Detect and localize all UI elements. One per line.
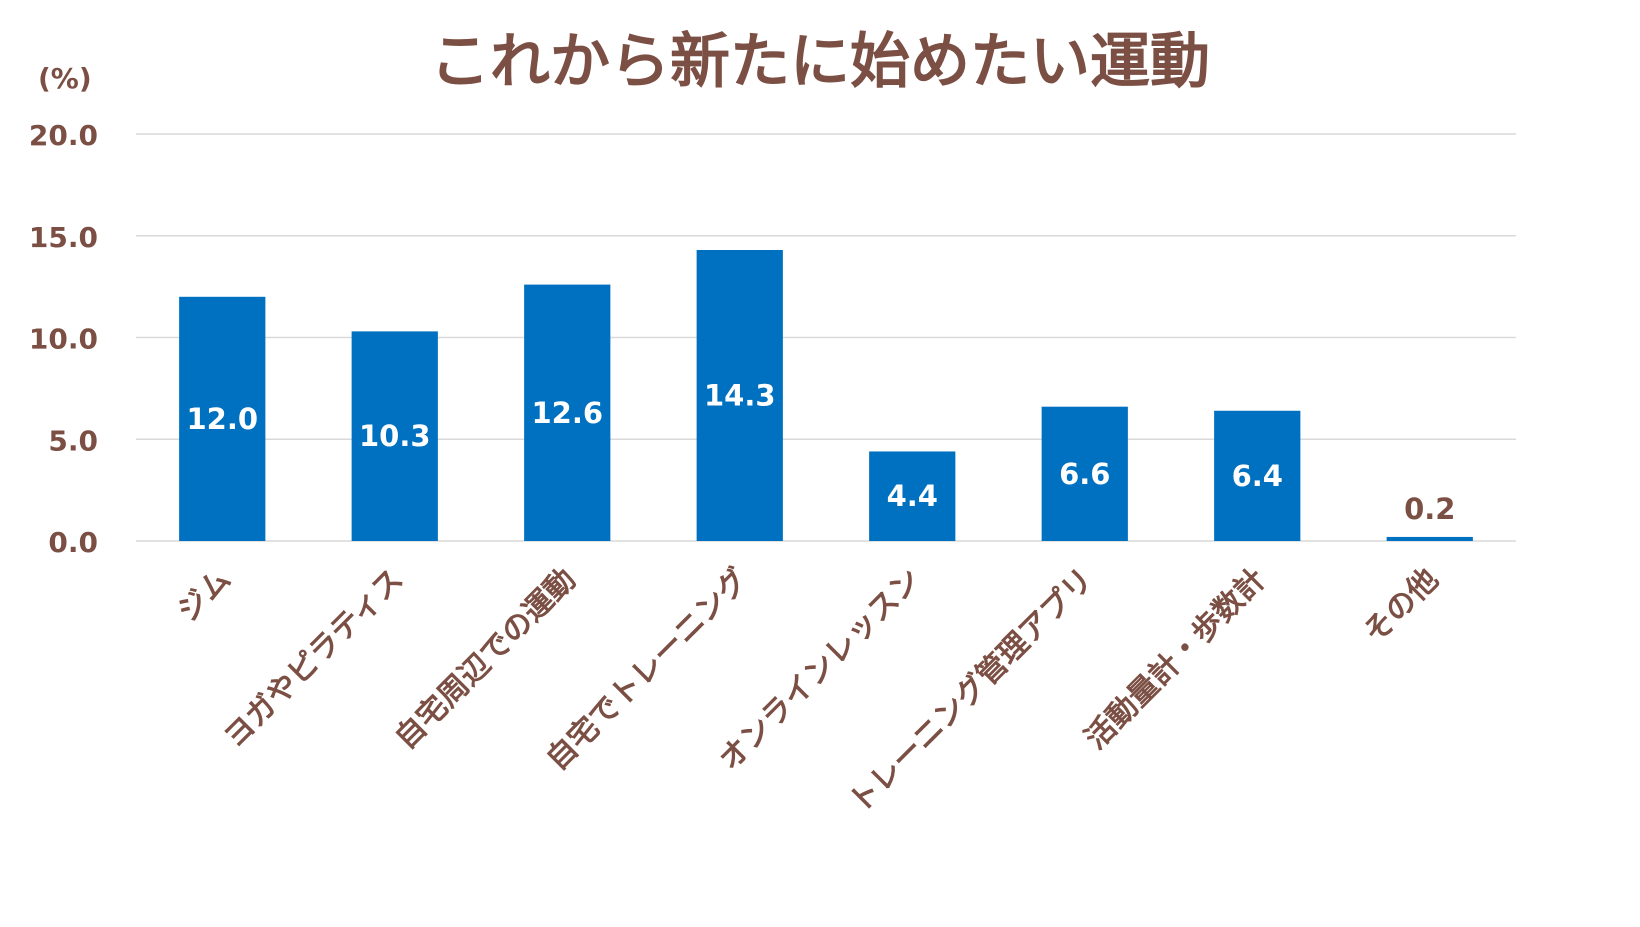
bar-value-label: 12.0 xyxy=(186,402,258,436)
bar-value-label: 6.6 xyxy=(1059,457,1110,491)
bar-value-label: 14.3 xyxy=(704,378,776,412)
y-tick-label: 15.0 xyxy=(29,221,98,254)
category-label: ジム xyxy=(171,562,238,629)
bar-value-label: 0.2 xyxy=(1404,492,1455,526)
chart-title: これから新たに始めたい運動 xyxy=(430,27,1210,97)
bar-value-label: 10.3 xyxy=(359,419,431,453)
y-tick-label: 10.0 xyxy=(29,323,98,356)
bar xyxy=(1041,406,1128,541)
bar-value-label: 4.4 xyxy=(887,479,938,513)
y-axis-unit-label: (%) xyxy=(38,62,92,95)
bar xyxy=(696,249,783,541)
category-labels: ジムヨガやピラティス自宅周辺での運動自宅でトレーニングオンラインレッスントレーニ… xyxy=(171,562,1446,820)
bar xyxy=(179,296,266,541)
bar xyxy=(1214,410,1301,541)
bar xyxy=(869,451,956,541)
bars xyxy=(179,249,1473,541)
category-label: 活動量計・歩数計 xyxy=(1078,562,1272,756)
y-tick-label: 20.0 xyxy=(29,119,98,152)
y-tick-label: 0.0 xyxy=(48,526,98,559)
y-axis-ticks: 0.0 5.0 10.0 15.0 20.0 xyxy=(29,119,98,559)
category-label: その他 xyxy=(1357,562,1445,650)
bar-value-label: 6.4 xyxy=(1232,459,1283,493)
value-labels: 12.0 10.3 12.6 14.3 4.4 6.6 6.4 0.2 xyxy=(186,378,1455,525)
category-label: 自宅周辺での運動 xyxy=(388,562,582,756)
y-tick-label: 5.0 xyxy=(48,424,98,457)
bar-value-label: 12.6 xyxy=(531,396,603,430)
bar xyxy=(1386,536,1473,541)
bar xyxy=(351,331,438,541)
category-label: ヨガやピラティス xyxy=(217,562,410,755)
bar xyxy=(524,284,611,541)
gridlines xyxy=(136,133,1516,542)
